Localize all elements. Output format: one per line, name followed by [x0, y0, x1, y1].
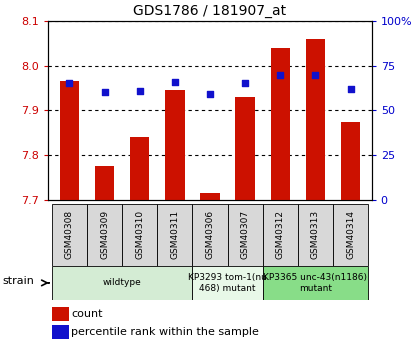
Point — [171, 79, 178, 85]
Bar — [236, 97, 255, 200]
Bar — [298, 204, 333, 266]
Point — [66, 81, 73, 86]
Text: GSM40314: GSM40314 — [346, 210, 355, 259]
Point — [312, 72, 319, 77]
Bar — [200, 194, 220, 200]
Point — [207, 91, 213, 97]
Bar — [263, 204, 298, 266]
Point — [136, 88, 143, 93]
Bar — [157, 204, 192, 266]
Bar — [333, 204, 368, 266]
Bar — [263, 266, 368, 300]
Text: percentile rank within the sample: percentile rank within the sample — [71, 327, 259, 337]
Text: KP3293 tom-1(nu
468) mutant: KP3293 tom-1(nu 468) mutant — [188, 273, 267, 293]
Bar — [87, 204, 122, 266]
Bar — [192, 266, 263, 300]
Text: GSM40306: GSM40306 — [205, 210, 215, 259]
Bar — [52, 307, 69, 321]
Bar — [52, 204, 87, 266]
Bar — [270, 48, 290, 200]
Text: wildtype: wildtype — [103, 278, 142, 287]
Text: GSM40308: GSM40308 — [65, 210, 74, 259]
Bar — [130, 137, 150, 200]
Point — [101, 90, 108, 95]
Bar — [95, 166, 114, 200]
Bar — [122, 204, 157, 266]
Bar — [306, 39, 325, 200]
Point — [242, 81, 249, 86]
Text: GSM40311: GSM40311 — [171, 210, 179, 259]
Bar — [228, 204, 263, 266]
Bar — [165, 90, 184, 200]
Text: GSM40309: GSM40309 — [100, 210, 109, 259]
Text: GSM40307: GSM40307 — [241, 210, 249, 259]
Bar — [341, 121, 360, 200]
Text: strain: strain — [2, 276, 34, 286]
Text: KP3365 unc-43(n1186)
mutant: KP3365 unc-43(n1186) mutant — [263, 273, 368, 293]
Text: count: count — [71, 309, 102, 319]
Bar — [192, 204, 228, 266]
Title: GDS1786 / 181907_at: GDS1786 / 181907_at — [134, 4, 286, 18]
Text: GSM40312: GSM40312 — [276, 210, 285, 259]
Bar — [60, 81, 79, 200]
Text: GSM40310: GSM40310 — [135, 210, 144, 259]
Text: GSM40313: GSM40313 — [311, 210, 320, 259]
Point — [277, 72, 284, 77]
Point — [347, 86, 354, 92]
Bar — [52, 325, 69, 338]
Bar — [52, 266, 192, 300]
